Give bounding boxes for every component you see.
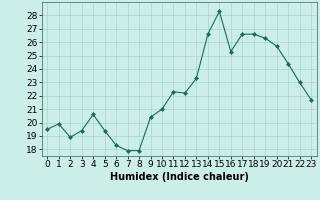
X-axis label: Humidex (Indice chaleur): Humidex (Indice chaleur) [110, 172, 249, 182]
